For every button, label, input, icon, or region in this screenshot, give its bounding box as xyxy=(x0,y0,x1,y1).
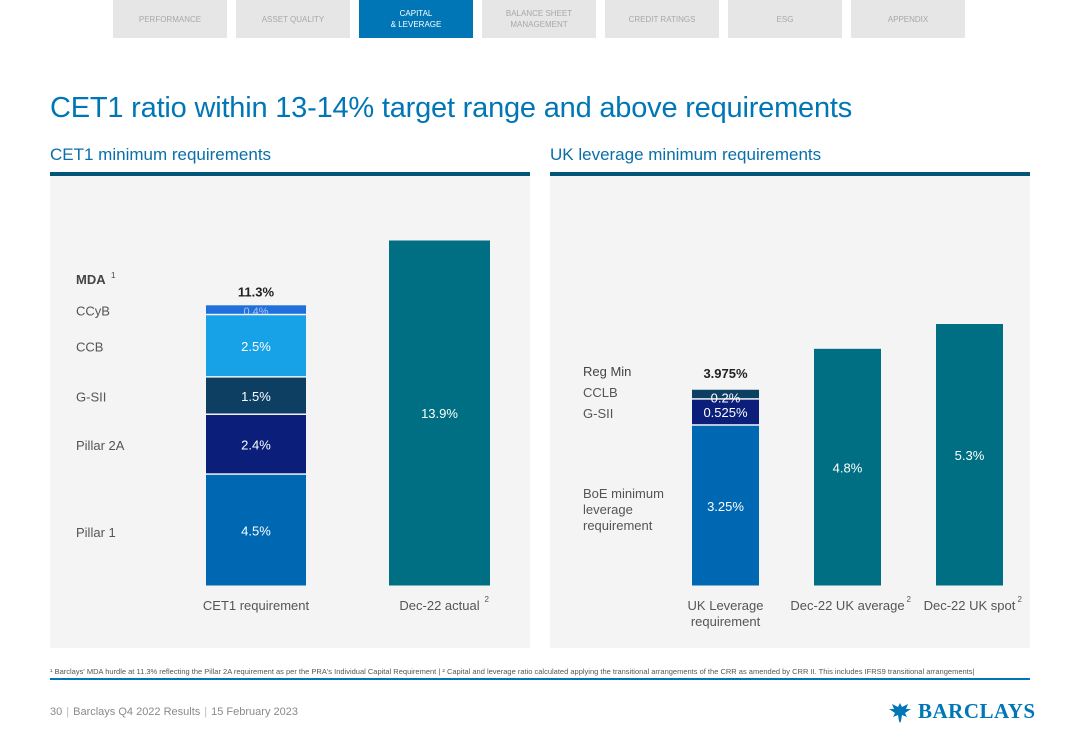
tab-balance-sheet-management[interactable]: BALANCE SHEET MANAGEMENT xyxy=(482,0,596,38)
page-title: CET1 ratio within 13-14% target range an… xyxy=(50,92,853,124)
total-label-cet1-requirement: 11.3% xyxy=(238,284,275,299)
tab-esg[interactable]: ESG xyxy=(728,0,842,38)
x-tick-superscript-dec-22-actual: 2 xyxy=(485,595,490,604)
bar-ccyb-cet1-requirement xyxy=(206,305,306,314)
bar-actual-dec-22-uk-average xyxy=(814,348,881,586)
legend-boe-minimum-leverage-requirement: BoE minimum leverage requirement xyxy=(583,486,664,533)
cet1-panel-title: CET1 minimum requirements xyxy=(50,145,272,164)
bar-pillar-2a-cet1-requirement xyxy=(206,414,306,474)
bar-pillar-1-cet1-requirement xyxy=(206,474,306,586)
logo-text: BARCLAYS xyxy=(918,699,1036,723)
document-name: Barclays Q4 2022 Results xyxy=(73,706,201,718)
x-tick-label-dec-22-uk-average: Dec-22 UK average xyxy=(790,598,904,613)
cet1-chart-panel: 4.5% Pillar 1 2.4% Pillar 2A 1.5% G-SII 2.5% CC… xyxy=(50,176,530,648)
x-tick-superscript-dec-22-uk-average: 2 xyxy=(907,595,912,604)
x-tick-label-cet1-requirement: CET1 requirement xyxy=(203,598,310,613)
bar-boe-minimum-leverage-requirement-uk-leverage-requirement xyxy=(692,425,759,586)
stack-label: MDA xyxy=(76,272,106,287)
data-label-boe-minimum-leverage-requirement-uk-leverage-requirement: 3.25% xyxy=(707,499,744,514)
tab-capital-leverage[interactable]: CAPITAL & LEVERAGE xyxy=(359,0,473,38)
footnote-rule xyxy=(50,678,1030,680)
data-label-actual-dec-22-actual: 13.9% xyxy=(421,406,458,421)
legend-ccb: CCB xyxy=(76,339,103,354)
leverage-chart: 3.25% BoE minimum leverage requirement 0.525… xyxy=(583,324,1023,629)
total-label-uk-leverage-requirement: 3.975% xyxy=(703,366,748,381)
data-label-ccb-cet1-requirement: 2.5% xyxy=(241,339,271,354)
tab-appendix[interactable]: APPENDIX xyxy=(851,0,965,38)
footer: 30 | Barclays Q4 2022 Results | 15 February … xyxy=(50,706,298,718)
tab-asset-quality[interactable]: ASSET QUALITY xyxy=(236,0,350,38)
cet1-chart: 4.5% Pillar 1 2.4% Pillar 2A 1.5% G-SII 2.5% CC… xyxy=(76,240,490,613)
tab-performance[interactable]: PERFORMANCE xyxy=(113,0,227,38)
bar-cclb-uk-leverage-requirement xyxy=(692,389,759,399)
data-label-cclb-uk-leverage-requirement: 0.2% xyxy=(711,391,741,406)
x-tick-label-dec-22-uk-spot: Dec-22 UK spot xyxy=(924,598,1016,613)
leverage-chart-panel: 3.25% BoE minimum leverage requirement 0.525… xyxy=(550,176,1030,648)
section-nav: PERFORMANCE ASSET QUALITY CAPITAL & LEVE… xyxy=(113,0,965,38)
legend-cclb: CCLB xyxy=(583,385,618,400)
eagle-icon xyxy=(889,702,911,723)
data-label-g-sii-cet1-requirement: 1.5% xyxy=(241,389,271,404)
legend-pillar-2a: Pillar 2A xyxy=(76,438,125,453)
legend-g-sii: G-SII xyxy=(76,389,106,404)
x-tick-label-uk-leverage-requirement: UK Leverage requirement xyxy=(688,598,764,629)
leverage-panel-title: UK leverage minimum requirements xyxy=(550,145,822,164)
legend-pillar-1: Pillar 1 xyxy=(76,525,116,540)
footnote: ¹ Barclays' MDA hurdle at 11.3% reflecti… xyxy=(50,667,975,676)
data-label-pillar-2a-cet1-requirement: 2.4% xyxy=(241,437,271,452)
bar-actual-dec-22-actual xyxy=(389,240,490,586)
data-label-ccyb-cet1-requirement: 0.4% xyxy=(243,306,268,318)
bar-g-sii-uk-leverage-requirement xyxy=(692,399,759,425)
tab-credit-ratings[interactable]: CREDIT RATINGS xyxy=(605,0,719,38)
leverage-panel-rule xyxy=(550,172,1030,176)
data-label-actual-dec-22-uk-spot: 5.3% xyxy=(955,448,985,463)
x-tick-label-dec-22-actual: Dec-22 actual xyxy=(399,598,479,613)
document-date: 15 February 2023 xyxy=(211,706,298,718)
page-number: 30 xyxy=(50,706,63,718)
x-tick-superscript-dec-22-uk-spot: 2 xyxy=(1018,595,1023,604)
bar-g-sii-cet1-requirement xyxy=(206,377,306,414)
legend-g-sii: G-SII xyxy=(583,406,613,421)
cet1-panel-rule xyxy=(50,172,530,176)
stack-label-superscript: 1 xyxy=(111,271,116,280)
stack-label: Reg Min xyxy=(583,364,631,379)
barclays-logo: BARCLAYS xyxy=(888,699,1036,724)
data-label-g-sii-uk-leverage-requirement: 0.525% xyxy=(703,405,748,420)
bar-ccb-cet1-requirement xyxy=(206,315,306,377)
data-label-actual-dec-22-uk-average: 4.8% xyxy=(833,460,863,475)
data-label-pillar-1-cet1-requirement: 4.5% xyxy=(241,523,271,538)
legend-ccyb: CCyB xyxy=(76,303,110,318)
bar-actual-dec-22-uk-spot xyxy=(936,324,1003,586)
